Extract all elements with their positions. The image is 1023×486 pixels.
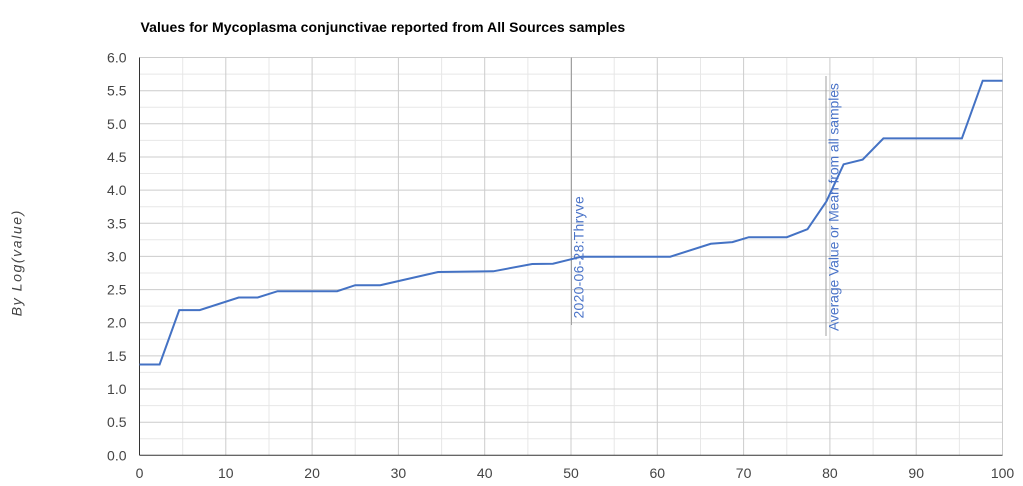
svg-text:20: 20 bbox=[304, 465, 320, 481]
svg-text:2020-06-28:Thryve: 2020-06-28:Thryve bbox=[571, 196, 587, 319]
svg-text:By Log(value): By Log(value) bbox=[9, 209, 25, 316]
svg-text:30: 30 bbox=[391, 465, 407, 481]
svg-text:80: 80 bbox=[822, 465, 838, 481]
svg-text:4.5: 4.5 bbox=[107, 149, 127, 165]
svg-text:90: 90 bbox=[908, 465, 924, 481]
svg-text:3.0: 3.0 bbox=[107, 248, 127, 264]
svg-text:6.0: 6.0 bbox=[107, 50, 127, 66]
svg-text:0.5: 0.5 bbox=[107, 414, 127, 430]
svg-text:Values for Mycoplasma conjunct: Values for Mycoplasma conjunctivae repor… bbox=[141, 19, 626, 35]
svg-text:50: 50 bbox=[563, 465, 579, 481]
svg-text:1.5: 1.5 bbox=[107, 348, 127, 364]
svg-text:Average Value or Mean from all: Average Value or Mean from all samples bbox=[826, 83, 842, 331]
svg-text:40: 40 bbox=[477, 465, 493, 481]
svg-text:4.0: 4.0 bbox=[107, 182, 127, 198]
svg-text:70: 70 bbox=[736, 465, 752, 481]
svg-text:10: 10 bbox=[218, 465, 234, 481]
svg-text:60: 60 bbox=[650, 465, 666, 481]
svg-text:100: 100 bbox=[991, 465, 1015, 481]
svg-text:3.5: 3.5 bbox=[107, 215, 127, 231]
svg-text:2.5: 2.5 bbox=[107, 282, 127, 298]
svg-text:5.0: 5.0 bbox=[107, 116, 127, 132]
svg-text:5.5: 5.5 bbox=[107, 83, 127, 99]
svg-text:2.0: 2.0 bbox=[107, 315, 127, 331]
svg-text:0.0: 0.0 bbox=[107, 447, 127, 463]
svg-text:0: 0 bbox=[136, 465, 144, 481]
svg-text:1.0: 1.0 bbox=[107, 381, 127, 397]
